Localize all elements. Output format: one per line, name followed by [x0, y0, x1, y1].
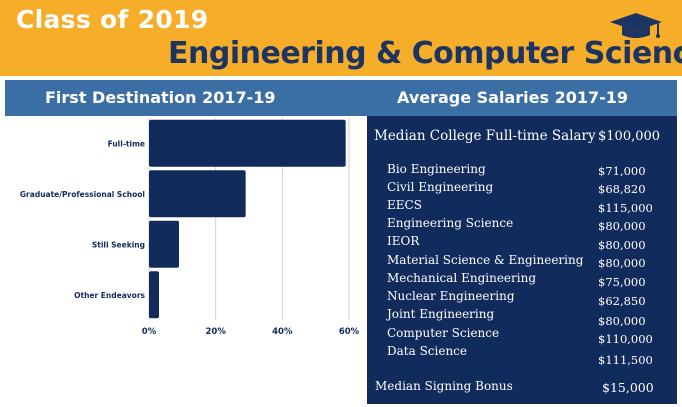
bar-still-seeking: [149, 220, 179, 268]
chart-svg: 0% 20% 40% 60% Full-time Graduate/Professiona…: [20, 118, 360, 337]
dept-salary-ieor: $80,000: [598, 238, 646, 252]
dept-salary-material-science: $80,000: [598, 256, 646, 270]
dept-salary-bio-engineering: $71,000: [598, 164, 646, 178]
dept-name-eecs: EECS: [387, 198, 422, 212]
dept-name-bio-engineering: Bio Engineering: [387, 162, 486, 176]
bar-graduate-professional-school: [149, 170, 246, 218]
dept-salary-eecs: $115,000: [598, 201, 653, 215]
first-destination-heading: First Destination 2017-19: [45, 88, 276, 107]
dept-name-civil-engineering: Civil Engineering: [387, 180, 494, 194]
x-tick-label: 20%: [205, 327, 226, 337]
median-salary-value: $100,000: [598, 129, 661, 144]
class-title: Class of 2019: [16, 5, 209, 34]
category-label: Full-time: [108, 139, 145, 148]
median-salary-label: Median College Full-time Salary: [374, 128, 596, 144]
dept-salary-nuclear-engineering: $62,850: [598, 294, 646, 308]
bar-full-time: [149, 119, 346, 167]
dept-name-joint-engineering: Joint Engineering: [387, 307, 495, 321]
dept-name-ieor: IEOR: [387, 234, 420, 248]
x-tick-label: 60%: [339, 327, 360, 337]
average-salaries-heading: Average Salaries 2017-19: [397, 88, 629, 107]
bar-other-endeavors: [149, 271, 159, 319]
dept-name-engineering-science: Engineering Science: [387, 216, 514, 230]
dept-name-data-science: Data Science: [387, 344, 467, 358]
dept-salary-data-science: $111,500: [598, 353, 653, 367]
salary-panel: Median College Full-time Salary $100,000…: [367, 116, 677, 404]
first-destination-chart: 0% 20% 40% 60% Full-time Graduate/Professiona…: [5, 116, 366, 364]
graduation-cap-icon: [610, 13, 662, 38]
dept-salary-engineering-science: $80,000: [598, 219, 646, 233]
signing-bonus-value: $15,000: [602, 380, 654, 395]
dept-name-nuclear-engineering: Nuclear Engineering: [387, 289, 515, 303]
dept-salary-joint-engineering: $80,000: [598, 314, 646, 328]
x-tick-label: 40%: [272, 327, 293, 337]
section-header-band: [5, 80, 677, 116]
dept-salary-mechanical-engineering: $75,000: [598, 275, 646, 289]
category-label: Graduate/Professional School: [20, 190, 145, 199]
dept-name-mechanical-engineering: Mechanical Engineering: [387, 271, 537, 285]
main-title: Engineering & Computer Science: [168, 36, 682, 71]
dept-name-material-science: Material Science & Engineering: [387, 253, 584, 267]
dept-salary-computer-science: $110,000: [598, 332, 653, 346]
dept-salary-civil-engineering: $68,820: [598, 182, 646, 196]
header-band: Class of 2019 Engineering & Computer Sci…: [0, 0, 682, 76]
x-tick-label: 0%: [142, 327, 157, 337]
signing-bonus-label: Median Signing Bonus: [375, 379, 513, 393]
category-label: Other Endeavors: [74, 291, 145, 300]
category-label: Still Seeking: [92, 240, 145, 249]
dept-name-computer-science: Computer Science: [387, 326, 500, 340]
